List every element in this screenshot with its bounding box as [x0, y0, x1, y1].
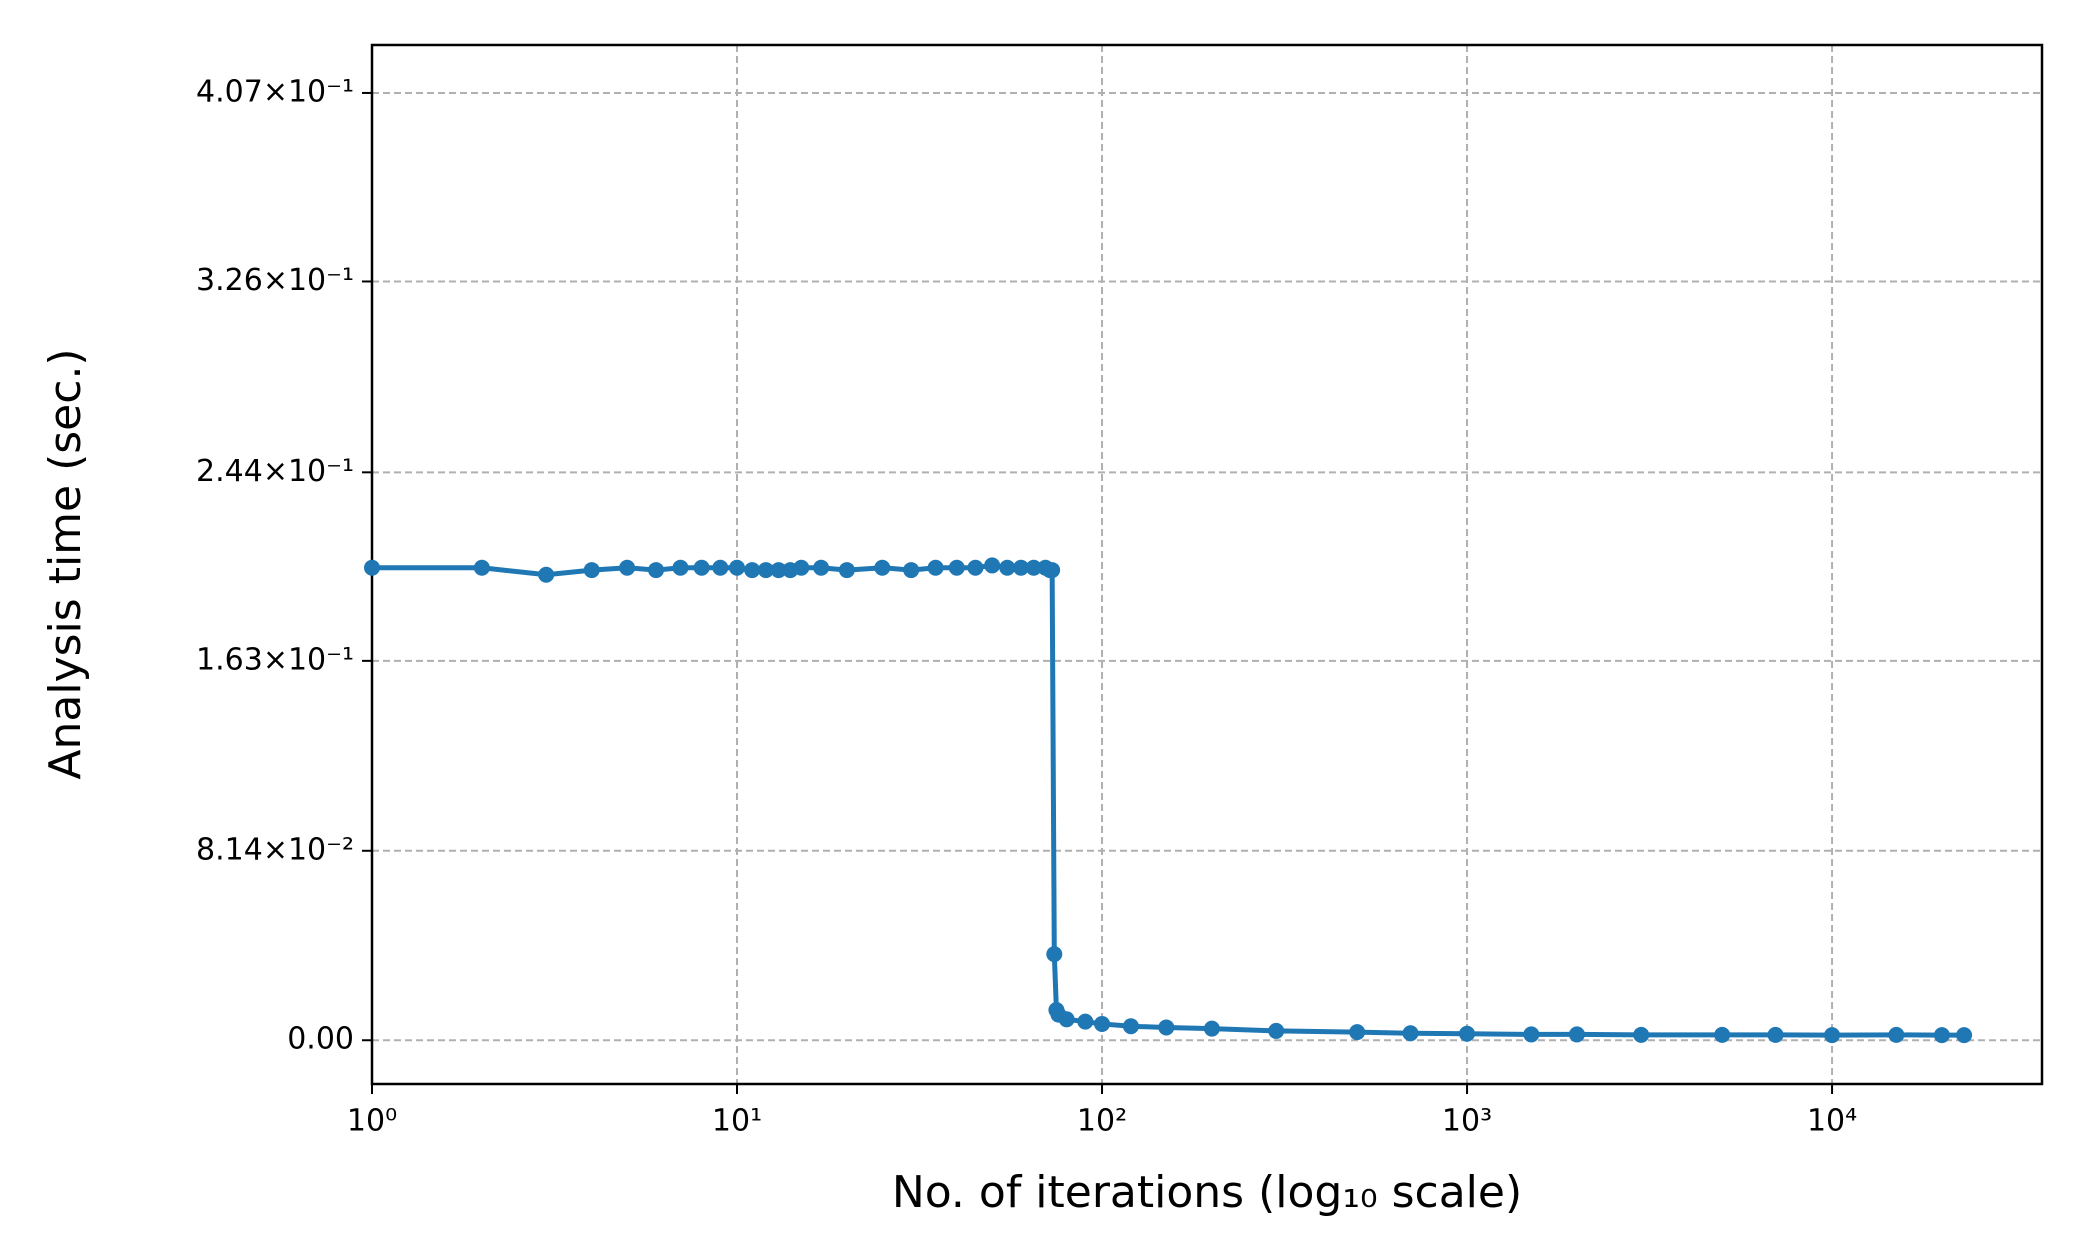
x-tick-label: 10¹ [712, 1104, 762, 1139]
marker [1044, 562, 1061, 579]
marker [619, 559, 636, 576]
marker [838, 562, 855, 579]
marker [729, 559, 746, 576]
marker [1933, 1027, 1950, 1044]
x-tick-label: 10² [1077, 1104, 1127, 1139]
marker [1402, 1025, 1419, 1042]
y-tick-label: 0.00 [287, 1022, 354, 1057]
x-tick-label: 10⁰ [347, 1104, 397, 1139]
marker [1888, 1026, 1905, 1043]
marker [927, 559, 944, 576]
marker [1767, 1026, 1784, 1043]
y-axis-label: Analysis time (sec.) [40, 348, 91, 779]
y-tick-label: 3.26×10⁻¹ [196, 263, 354, 298]
marker [999, 559, 1016, 576]
marker [1714, 1026, 1731, 1043]
marker [473, 559, 490, 576]
y-tick-label: 8.14×10⁻² [196, 832, 354, 867]
marker [672, 559, 689, 576]
marker [1122, 1018, 1139, 1035]
x-tick-label: 10⁴ [1807, 1104, 1857, 1139]
marker [1025, 559, 1042, 576]
marker [1058, 1011, 1075, 1028]
x-tick-label: 10³ [1442, 1104, 1492, 1139]
marker [1523, 1026, 1540, 1043]
marker [712, 559, 729, 576]
marker [757, 562, 774, 579]
marker [1349, 1024, 1366, 1041]
marker [364, 559, 380, 576]
marker [1158, 1019, 1175, 1036]
marker [874, 559, 891, 576]
marker [967, 559, 984, 576]
marker [1203, 1020, 1220, 1037]
marker [903, 562, 920, 579]
marker [1094, 1015, 1111, 1032]
marker [693, 559, 710, 576]
marker [583, 562, 600, 579]
marker [1459, 1025, 1476, 1042]
y-tick-label: 2.44×10⁻¹ [196, 454, 354, 489]
marker [538, 566, 555, 583]
marker [1268, 1022, 1285, 1039]
y-tick-label: 4.07×10⁻¹ [196, 74, 354, 109]
marker [1824, 1027, 1841, 1044]
marker [1568, 1026, 1585, 1043]
marker [744, 562, 761, 579]
marker [813, 559, 830, 576]
marker [648, 562, 665, 579]
marker [1077, 1013, 1094, 1030]
marker [770, 562, 787, 579]
marker [948, 559, 965, 576]
y-tick-label: 1.63×10⁻¹ [196, 642, 354, 677]
marker [1013, 559, 1030, 576]
x-axis-label: No. of iterations (log₁₀ scale) [892, 1167, 1522, 1218]
marker [1956, 1027, 1973, 1044]
marker [793, 559, 810, 576]
marker [1046, 946, 1063, 963]
line [372, 562, 1965, 1038]
marker [984, 557, 1001, 574]
marker [1633, 1026, 1650, 1043]
